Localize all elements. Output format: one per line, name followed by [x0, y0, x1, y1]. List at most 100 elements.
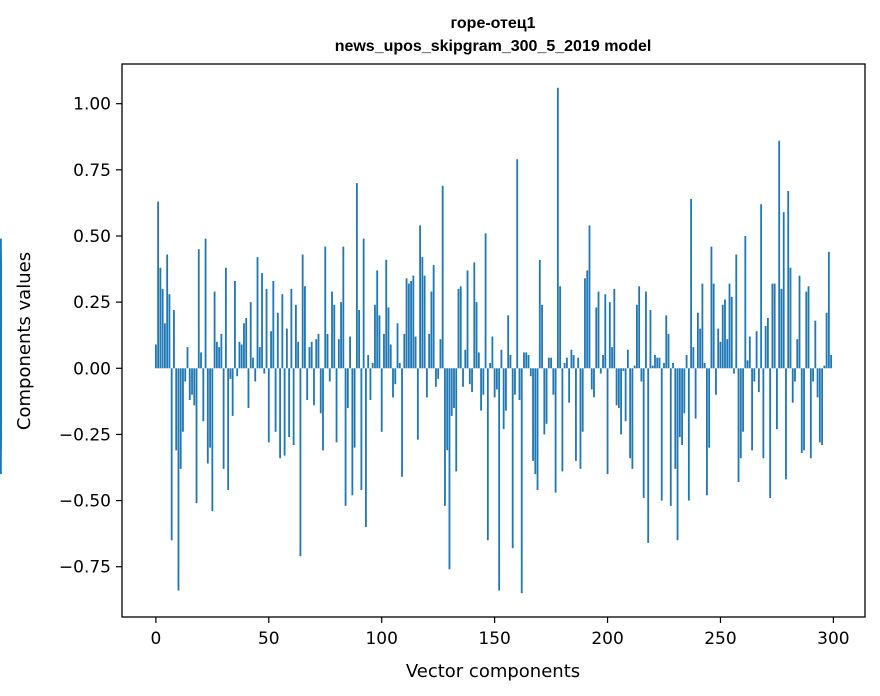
bar: [211, 368, 214, 512]
bar: [518, 368, 521, 401]
x-tick-label: 50: [258, 629, 280, 649]
x-tick-label: 300: [817, 629, 849, 649]
bar: [751, 368, 753, 451]
bar: [545, 368, 548, 424]
bar: [369, 368, 372, 401]
bar: [466, 270, 469, 369]
bar: [317, 333, 320, 369]
bar: [821, 368, 823, 446]
plot-frame: [121, 63, 866, 618]
y-axis-label: Components values: [14, 252, 35, 430]
bar: [505, 368, 507, 411]
bar: [170, 368, 173, 541]
bar: [392, 368, 394, 398]
bar: [419, 225, 422, 369]
bar: [674, 368, 677, 469]
bar: [715, 368, 717, 395]
bar: [588, 225, 591, 369]
bar: [319, 368, 322, 414]
bar: [798, 275, 801, 369]
bar: [462, 368, 464, 387]
bar: [593, 368, 595, 398]
bar: [455, 368, 458, 472]
bar: [748, 336, 751, 369]
bar: [532, 368, 534, 461]
bar: [800, 368, 803, 453]
bar: [520, 368, 523, 594]
bar: [265, 288, 268, 369]
bar: [816, 368, 819, 398]
bar: [636, 304, 638, 369]
bar: [606, 368, 609, 475]
x-tick-label: 250: [704, 629, 736, 649]
bar: [541, 304, 543, 369]
bar: [672, 362, 674, 369]
bar: [204, 238, 207, 369]
y-tick-label: 0.25: [73, 293, 111, 313]
bar: [215, 341, 218, 369]
bar: [450, 368, 453, 416]
bar: [489, 362, 492, 369]
bar: [218, 347, 221, 369]
bar: [331, 291, 333, 369]
bar: [245, 318, 248, 369]
bar: [710, 246, 713, 369]
bar: [529, 368, 532, 377]
bar: [195, 368, 198, 504]
y-tick-label: 0.75: [73, 161, 111, 181]
bar: [626, 349, 629, 369]
bar: [746, 360, 749, 369]
bar: [333, 304, 336, 369]
bar: [615, 368, 618, 406]
bar: [631, 368, 634, 469]
bar: [696, 312, 699, 369]
bar: [394, 368, 397, 385]
bar: [794, 368, 796, 382]
chart-title-line2: news_upos_skipgram_300_5_2019 model: [335, 38, 652, 55]
bar: [516, 159, 519, 369]
bar: [315, 339, 318, 369]
bar: [760, 204, 763, 369]
bar: [288, 368, 291, 438]
bar: [787, 191, 790, 369]
bar: [595, 307, 598, 369]
bar: [791, 368, 794, 403]
bar: [378, 315, 381, 369]
bar: [310, 341, 313, 369]
bar: [175, 368, 178, 451]
bar: [351, 368, 354, 496]
bar: [493, 368, 496, 398]
bar: [374, 304, 376, 369]
bar: [683, 368, 686, 414]
bar: [313, 368, 315, 406]
bar: [681, 368, 683, 446]
y-tick-label: 0.00: [73, 359, 111, 379]
bar: [168, 294, 171, 369]
bar: [509, 355, 512, 369]
bar: [724, 299, 726, 369]
bar: [803, 368, 805, 451]
bar: [559, 286, 562, 369]
bar: [608, 302, 611, 369]
bar: [721, 304, 724, 369]
bar: [579, 368, 582, 469]
bar: [247, 368, 250, 408]
bar: [256, 257, 259, 369]
bar: [448, 368, 451, 570]
bar: [304, 286, 306, 369]
bar: [669, 368, 672, 506]
bar: [726, 339, 729, 369]
bar: [708, 368, 711, 448]
bar: [550, 357, 552, 369]
bar: [182, 368, 184, 432]
bar: [599, 368, 602, 374]
bar: [692, 347, 695, 369]
x-tick-label: 150: [478, 629, 510, 649]
bar: [782, 212, 785, 369]
bar: [755, 331, 758, 369]
bar: [473, 262, 476, 369]
bar: [432, 265, 435, 369]
x-tick-label: 100: [365, 629, 397, 649]
bar: [292, 368, 295, 446]
